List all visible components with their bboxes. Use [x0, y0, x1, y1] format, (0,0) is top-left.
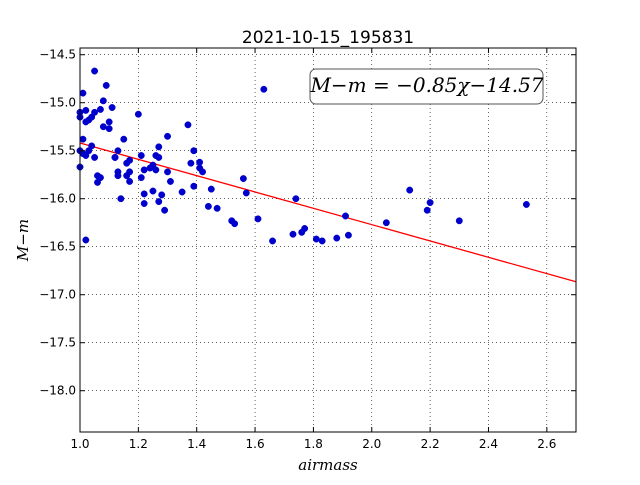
y-tick-label: −17.0 [39, 288, 76, 302]
x-tick-label: 1.4 [187, 437, 206, 451]
data-point [190, 182, 198, 190]
data-point [149, 187, 157, 195]
data-point [312, 235, 320, 243]
y-tick-label: −14.5 [39, 48, 76, 62]
data-point [344, 231, 352, 239]
data-point [199, 168, 206, 176]
data-point [382, 219, 390, 227]
data-point [140, 166, 148, 174]
y-tick-label: −15.0 [39, 96, 76, 110]
data-point [455, 217, 463, 225]
data-point [301, 225, 309, 232]
data-point [178, 188, 186, 196]
data-point [99, 97, 107, 105]
x-tick-label: 2.0 [362, 437, 381, 451]
data-point [292, 195, 300, 203]
data-point [134, 110, 142, 118]
data-point [105, 125, 113, 133]
data-point [108, 104, 116, 111]
data-point [111, 153, 119, 161]
x-tick-label: 1.2 [129, 437, 148, 451]
data-point [187, 159, 195, 167]
y-tick-label: −16.5 [39, 240, 76, 254]
data-point [333, 234, 341, 242]
data-point [96, 174, 104, 182]
data-point [79, 89, 87, 97]
data-point [140, 190, 148, 198]
y-axis-label: M−m [14, 219, 32, 262]
x-tick-label: 1.6 [246, 437, 265, 451]
data-point [120, 135, 128, 143]
data-point [318, 237, 326, 245]
data-point [164, 168, 171, 176]
y-tick-label: −16.0 [39, 192, 76, 206]
data-point [155, 153, 163, 161]
data-point [207, 185, 215, 193]
data-point [231, 220, 239, 228]
data-point [88, 142, 96, 150]
x-tick-label: 2.4 [479, 437, 498, 451]
x-tick-label: 1.0 [70, 437, 89, 451]
fit-equation-box [309, 68, 544, 105]
x-tick-label: 2.6 [537, 437, 556, 451]
data-point [140, 200, 148, 207]
fit-line [79, 142, 577, 283]
data-point [269, 237, 277, 245]
data-point [161, 206, 169, 214]
data-point [254, 215, 262, 223]
data-point [126, 177, 134, 185]
data-point [126, 156, 134, 164]
data-point [137, 174, 145, 182]
data-point [91, 153, 99, 161]
data-point [155, 198, 163, 206]
data-point [96, 105, 104, 113]
y-tick-label: −18.0 [39, 384, 76, 398]
data-point [152, 166, 160, 174]
data-point [82, 236, 90, 244]
data-point [196, 158, 204, 166]
data-point [158, 191, 166, 199]
fit-equation-label: M−m = −0.85χ−14.57 [309, 73, 543, 97]
data-point [522, 201, 530, 208]
chart-title: 2021-10-15_195831 [242, 28, 414, 48]
data-point [289, 230, 297, 238]
data-point [423, 206, 431, 214]
data-point [406, 186, 414, 194]
data-point [155, 143, 163, 151]
data-point [204, 202, 212, 210]
data-point [184, 121, 192, 129]
data-point [82, 106, 90, 114]
x-tick-label: 1.8 [304, 437, 323, 451]
data-point [105, 118, 113, 126]
data-point [260, 85, 268, 93]
data-point [102, 81, 110, 89]
data-point [213, 204, 221, 212]
data-point [99, 123, 107, 131]
data-point [242, 189, 250, 197]
data-point [166, 177, 174, 185]
y-tick-label: −17.5 [39, 336, 76, 350]
x-axis-label: airmass [298, 456, 358, 474]
data-point [126, 168, 134, 176]
data-point [114, 147, 122, 155]
data-point [239, 175, 247, 183]
data-point [91, 67, 99, 75]
data-point [164, 132, 171, 140]
data-point [79, 135, 87, 143]
data-point [426, 199, 434, 207]
y-tick-label: −15.5 [39, 144, 76, 158]
data-point [137, 152, 145, 159]
data-point [114, 172, 122, 180]
data-point [91, 108, 99, 116]
plot-frame [79, 47, 577, 433]
x-tick-label: 2.2 [421, 437, 440, 451]
data-point [190, 147, 198, 155]
data-point [342, 212, 349, 220]
data-point [117, 195, 125, 203]
